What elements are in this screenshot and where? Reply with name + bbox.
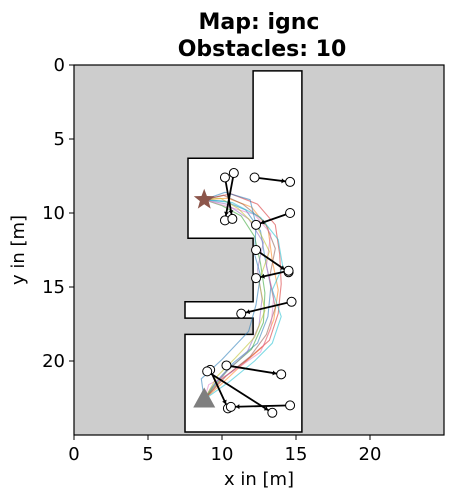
obstacle-end-marker <box>236 308 247 319</box>
obstacle-end-marker <box>225 401 236 412</box>
obstacle-path <box>241 300 292 315</box>
obstacle-arrowhead <box>228 210 234 214</box>
trajectory-line <box>203 197 279 400</box>
obstacle-start-marker <box>202 366 213 377</box>
obstacle-arrowhead <box>281 178 286 184</box>
obstacle <box>219 168 239 226</box>
obstacle-path <box>226 364 282 376</box>
obstacle-end-marker <box>251 219 262 230</box>
obstacle-end-marker <box>227 213 238 224</box>
obstacle-start-marker <box>286 296 297 307</box>
obstacle-arrowhead <box>260 273 265 279</box>
start-triangle <box>193 387 216 408</box>
obstacle-arrowhead <box>224 211 229 216</box>
obstacle-start-marker <box>221 360 232 371</box>
x-tick-label: 5 <box>142 444 153 465</box>
obstacle-arrowhead <box>272 370 277 376</box>
obstacle <box>221 360 287 380</box>
obstacle-arrowhead <box>222 399 227 404</box>
y-tick-label: 20 <box>42 351 65 372</box>
obstacle-end-marker <box>251 273 262 284</box>
obstacle-start-marker <box>283 265 294 276</box>
x-tick-label: 20 <box>359 444 382 465</box>
obstacle-start-marker <box>249 172 260 183</box>
x-tick-label: 0 <box>68 444 79 465</box>
obstacle <box>251 208 296 230</box>
x-tick-label: 10 <box>211 444 234 465</box>
chart-title-line-2: Obstacles: 10 <box>178 37 347 62</box>
trajectory-line <box>200 191 262 400</box>
obstacle-end-marker <box>267 407 278 418</box>
obstacle-path <box>206 370 273 414</box>
x-axis-label: x in [m] <box>224 469 294 490</box>
obstacle-start-marker <box>251 245 262 255</box>
y-tick-label: 5 <box>54 129 65 150</box>
y-axis-ticks: 0 5 10 15 20 <box>42 55 74 372</box>
y-tick-label: 0 <box>54 55 65 76</box>
y-tick-label: 15 <box>42 277 65 298</box>
obstacle-start-marker <box>285 208 296 218</box>
obstacle-start-marker <box>285 400 296 411</box>
chart-title-line-1: Map: ignc <box>199 10 320 35</box>
plot-area <box>73 64 445 436</box>
goal-star <box>193 188 215 209</box>
obstacle <box>225 400 296 412</box>
plot-frame <box>73 64 445 436</box>
x-tick-label: 15 <box>285 444 308 465</box>
obstacle-arrowhead <box>263 406 269 411</box>
obstacle-arrowhead <box>235 404 240 410</box>
obstacle <box>249 172 296 187</box>
obstacle <box>236 296 297 319</box>
obstacle-end-marker <box>285 176 296 187</box>
obstacle-arrowhead <box>280 265 285 270</box>
obstacle-arrowhead <box>260 219 265 225</box>
obstacle-end-marker <box>276 369 287 380</box>
x-axis-ticks: 0 5 10 15 20 <box>68 435 381 465</box>
trajectory-line <box>203 199 266 400</box>
obstacle <box>219 172 238 224</box>
obstacle <box>202 366 278 418</box>
y-axis-label: y in [m] <box>8 215 29 285</box>
obstacle-arrowhead <box>246 309 251 315</box>
obstacle-start-marker <box>228 168 239 179</box>
obstacle-start-marker <box>219 172 230 183</box>
obstacles <box>202 168 297 418</box>
obstacle <box>251 265 294 284</box>
y-tick-label: 10 <box>42 203 65 224</box>
